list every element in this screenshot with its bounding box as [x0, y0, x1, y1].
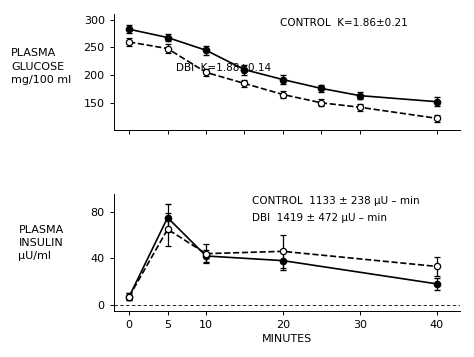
Text: DBI  1419 ± 472 μU – min: DBI 1419 ± 472 μU – min [252, 213, 387, 223]
X-axis label: MINUTES: MINUTES [262, 334, 312, 344]
Text: DBI  K=1.88±0.14: DBI K=1.88±0.14 [176, 63, 271, 73]
Text: PLASMA
INSULIN
μU/ml: PLASMA INSULIN μU/ml [18, 225, 64, 261]
Text: CONTROL  K=1.86±0.21: CONTROL K=1.86±0.21 [280, 18, 408, 28]
Text: CONTROL  1133 ± 238 μU – min: CONTROL 1133 ± 238 μU – min [252, 196, 420, 206]
Text: PLASMA
GLUCOSE
mg/100 ml: PLASMA GLUCOSE mg/100 ml [11, 48, 71, 85]
